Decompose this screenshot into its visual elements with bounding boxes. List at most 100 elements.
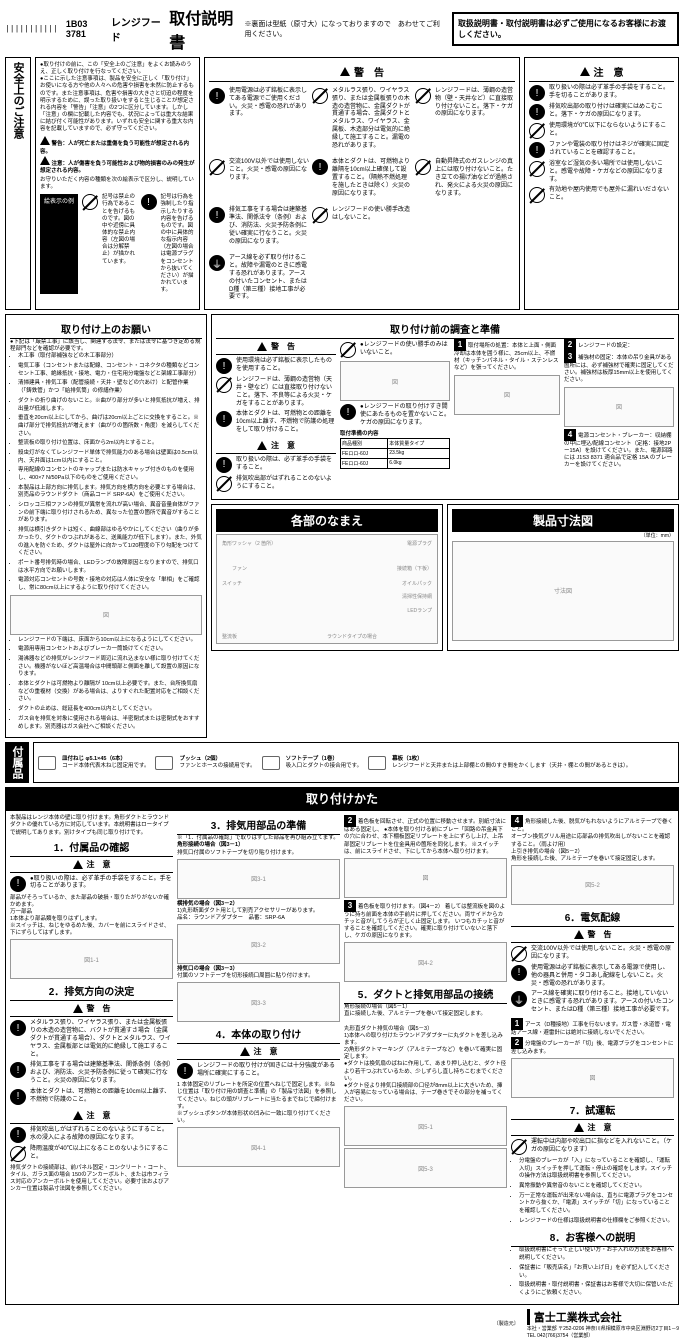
pc-w3: 本体とダクトは、可燃物との距離を10cm以上離す、不燃物で防護の処理をして取り付… [236,411,336,434]
part-desc: コード本体代表木ねじ固定用です。 [62,763,149,769]
s2-body: 排気ダクトの接続部は、前パネル固定・コンクリート・コート、タイル、ガラス面の場合… [10,1165,173,1194]
mandatory-icon: ! [10,1020,26,1036]
prohibit-icon [340,342,356,358]
prohibit-icon [511,946,527,962]
sym2-desc: 記号は行為を強制したり指示したりする内容を告げるものです。図の中に具体的な指示内… [161,194,196,294]
list-item: 分電盤のブレーカが「入」になっていることを確認し、「運転入切」スイッチを押して運… [519,1158,674,1181]
list-item: ダクトの止めは、総延長を400cm以内としてください。 [18,706,202,714]
label: オイルパック [402,580,432,587]
pc-r0: ●レンジフードの使い勝手のみはいないこと。 [360,342,450,358]
caution-def: 注意：人が傷害を負う可能性および物的損害のみの発生が想定される内容。 [40,161,195,174]
part-name: ソフトテープ（1巻） [286,756,338,762]
mandatory-icon: ! [216,457,232,473]
customer-notice: 取扱説明書・取付説明書は必ずご使用になるお客様にお渡しください。 [452,12,679,46]
part-name: 皿付ねじ φ5.1×45（6本） [62,756,126,762]
mandatory-icon: ! [209,88,225,104]
prohibit-icon [216,476,232,492]
list-item: 取扱説明書・取付説明書・保証書はお客様で大切に保管いただくようにご依頼ください。 [519,1282,674,1297]
push-icon [155,756,173,770]
warn-title: 警 告 [271,341,295,352]
mandatory-icon: ! [529,142,545,158]
warning-icon [340,67,350,76]
list-item: 木工事（取付部補強などの木工事部分） [18,353,202,361]
list-item: 異常振動や異常音のないことを確認してください。 [519,1183,674,1191]
step2: レンジフードの設定： [578,343,633,349]
s5-body: 角形接続の場合（図5－1） 直に接続した後、アルミテープを巻いて接定固定します。… [344,1004,507,1104]
label: 電源プラグ [407,540,432,547]
req-title: 取り付け上のお願い [10,319,202,339]
maker-label: 〔製造元〕 [494,1320,519,1327]
mandatory-icon: ! [10,1127,26,1143]
fig4-2: 図4-2 [344,942,507,982]
address: 本社・営業部 〒252-0206 神奈川県相模原市中央区淵野辺2丁目1－9 [527,1325,679,1332]
c2: 使用環境が0℃以下にならないようにすること。 [549,123,674,139]
list-item: ガス台を排気を対象に使用される場合は、半密閉式または密閉式をおすすめします。別売… [18,716,202,731]
prohibit-icon [529,123,545,139]
table-cell: 本体質量タイプ [388,438,450,448]
part-name: プッシュ（2個） [179,756,221,762]
pc-c0: 取り扱いの際は、必ず革手の手袋をすること。 [236,457,336,473]
caution-title: 注 意 [594,64,624,79]
mandatory-icon: ! [216,411,232,427]
part-desc: 吸入口とダクトの接合用です。 [286,763,362,769]
s5-title: 5．ダクトと排気用部品の接続 [344,984,507,1004]
accessories-vtitle: 付属品 [5,742,29,783]
names-title: 各部のなまえ [216,509,438,532]
s1-body: 部品がそろっているか、また部品の破損・取りたがりがないか確かめます。 [10,895,173,909]
s7-title: 7．試運転 [511,1100,674,1120]
unit: （単位：mm） [452,532,674,539]
fig3-3: 図3-3 [177,982,340,1022]
pc-c1: 排気吹出部がはずれることのないようにすること。 [236,476,336,492]
mandatory-icon: ! [10,876,26,892]
clearance-diagram: 図 [10,595,202,635]
safety-vtitle: 安全上のご注意 [5,57,31,310]
doc-title: 取付説明書 [169,5,236,53]
fig3-1: 図3-1 [177,859,340,899]
s3-3: 1)丸形断面ダクト用として別売アクセサリーがあります。 [177,908,340,915]
table-cell: FEロロ-60J [341,458,388,468]
top-warning-box: 警 告 !使用電源は必ず銘板に表示してある電源でご使用ください。火災・感電の恐れ… [204,57,520,310]
caution-icon [580,67,590,76]
label: 角形ワッシャ（2 箇所） [222,540,276,547]
clearance-diagram: 図 [454,375,560,415]
prohibit-icon [82,194,98,210]
w0: 使用電源は必ず銘板に表示してある電源でご使用ください。火災・感電の恐れがあります… [229,88,309,119]
mandatory-icon: ! [529,85,545,101]
warn-def: 警告：人が死亡または重傷を負う可能性が想定される内容。 [40,141,189,154]
w1: 交流100V以外では使用しないこと。火災・感電の原因になります。 [229,159,309,182]
list-item: ダクトの折り曲げのないこと。※曲がり部分が多いと排気抵抗が増え、排出量が低減しま… [18,398,202,413]
warn-title: 警 告 [588,929,612,940]
instruct-icon: ! [141,194,157,210]
prohibit-icon [209,159,225,175]
step1: 取付場所の処置：本体と上面・側面冷却は本体を囲う様に、25cm以上、不燃材（キッ… [454,343,559,371]
weight-table: 商品種別本体質量タイプ FEロロ-60J23.5kg FEロロ-60J6.0kg [340,438,450,469]
w7: レンジフードは、薄鋼の造営物（壁・天井など）に直接取り付けないこと。落下・ケガの… [435,88,515,119]
install-intro: 本製品はレンジ本体の壁に取り付けます。角形ダクトとラウンドダクトの優れている方に… [10,815,173,836]
tape-icon [262,756,280,770]
w8: 自動昇降式のガスレンジの真上には取り付けないこと。たき立ての揚げ油などが過熱され… [435,159,515,198]
label: スイッチ [222,580,242,587]
s5b-3: 着色板を取り付けます。（図4－2） 着しては整流板を図のように持ち前面を本体の手… [344,904,505,939]
warn-title: 警 告 [354,64,384,79]
product-type: レンジフード [111,14,161,44]
fig-mount: 図 [344,858,507,898]
list-item: 保証書に「販売店名」「お買い上げ日」を必ず記入してください。 [519,1265,674,1280]
document-header: ||||||||||| 1B03 3781 レンジフード 取付説明書 ※裏面は型… [5,5,679,53]
list-item: 取扱説明書にそって正しい使い方・お手入れの方法をお客様へ説明してください。 [519,1247,674,1262]
telephone: TEL 042(766)3754（営業部） [527,1332,679,1339]
fig5-2: 図5-2 [511,865,674,905]
s5b-0: 角形接続した後、脱気がもれないようにアルミテープで巻くこと。 [511,819,673,833]
sym1-desc: 記号は禁止の行為であることを告げるものです。図の中や近傍に具体的な禁止内容（左図… [102,194,137,294]
s6-0: 交流100V以外では使用しないこと。火災・感電の原因になります。 [531,946,674,962]
install-requests: 取り付け上のお願い ●下記は「厳禁工事」に該当し、関連する法令、または法令に基づ… [5,314,207,738]
safety-intro: ●取り付けの前に、この「安全上のご注意」をよくお読みのうえ、正しく取り付けを行な… [40,62,195,133]
s2-0: メタルラス張り、ワイヤラス張り、または金属板張りの木造の造営物に、バクトが貫通す… [30,1020,173,1059]
parts-diagram: 角形ワッシャ（2 箇所） 電源プラグ ファン 接続箱（下板） スイッチ オイルパ… [216,534,438,644]
label: ラウンドタイプの場合 [327,633,377,640]
fig5-1: 図5-1 [344,1106,507,1146]
ground-icon: ⏚ [209,255,225,271]
prohibit-icon [415,159,431,175]
s7-c: 運転中は内部や吹出口に指などを入れないこと。（ケガの原因になります） [531,1139,674,1155]
c7: 有効地や屋内使用でも屋外に漏れいださないこと。 [549,187,674,203]
s5b-4: 着色板を回転させ、正式の位置に移動させます。別紙寸法にはある固定し、 ●本体を取… [344,819,506,854]
